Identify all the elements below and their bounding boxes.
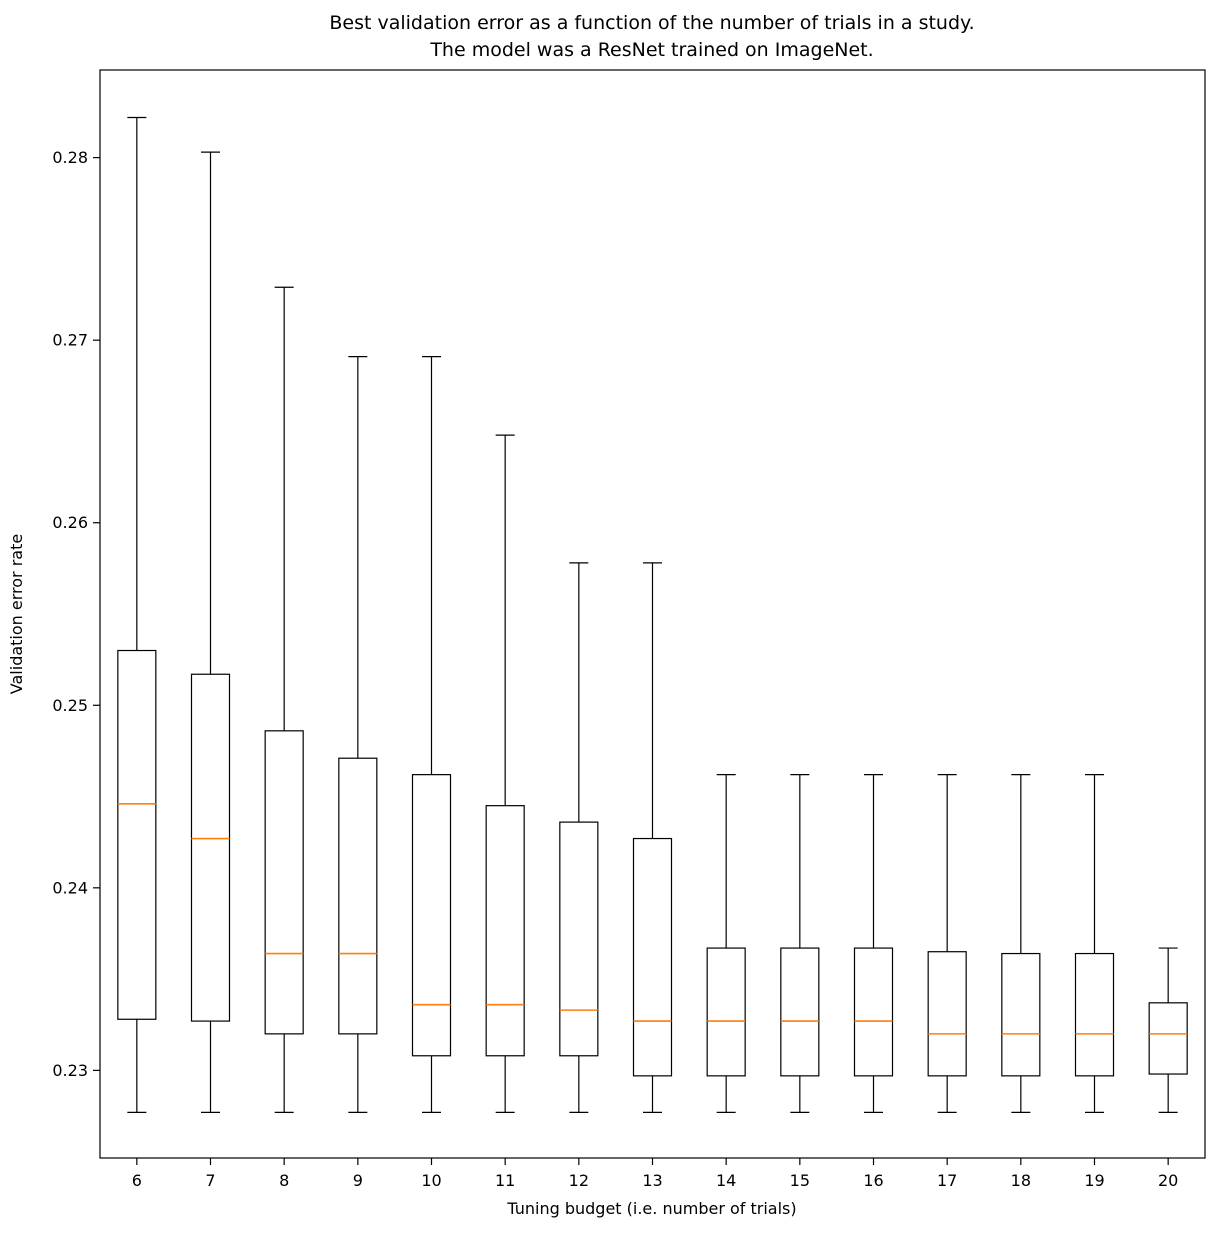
y-tick-label: 0.23 [52,1061,88,1080]
box [485,805,525,1057]
x-tick-label: 11 [495,1171,515,1190]
plot-area: 0.23 0.24 0.25 0.26 0.27 0.28 6 7 8 9 10 11 12 13 14 15… [52,69,1206,1190]
box [264,730,304,1035]
y-tick-label: 0.24 [52,878,88,897]
x-tick-label: 14 [716,1171,736,1190]
chart-title-line2: The model was a ResNet trained on ImageN… [429,39,873,61]
box [706,947,746,1077]
box [1148,1002,1188,1075]
chart-title-line1: Best validation error as a function of t… [329,12,974,34]
box [559,821,599,1057]
box [117,649,157,1020]
y-tick-label: 0.27 [52,331,88,350]
box [190,673,231,1022]
box [780,947,820,1077]
x-tick-label: 12 [569,1171,589,1190]
box [632,837,673,1077]
x-tick-label: 19 [1084,1171,1104,1190]
box [411,774,452,1057]
box [338,757,378,1035]
x-tick-label: 16 [863,1171,883,1190]
x-tick-label: 18 [1011,1171,1031,1190]
x-tick-label: 10 [421,1171,441,1190]
box [853,947,894,1077]
x-tick-label: 13 [642,1171,662,1190]
box [1074,952,1115,1077]
x-tick-label: 20 [1158,1171,1178,1190]
box [927,951,967,1077]
x-tick-label: 7 [205,1171,215,1190]
x-axis-label: Tuning budget (i.e. number of trials) [506,1199,796,1218]
y-tick-label: 0.28 [52,148,88,167]
x-tick-label: 17 [937,1171,957,1190]
x-tick-label: 9 [353,1171,363,1190]
x-tick-label: 15 [790,1171,810,1190]
y-axis-label: Validation error rate [7,534,26,694]
x-tick-label: 6 [132,1171,142,1190]
y-tick-label: 0.26 [52,513,88,532]
y-tick-label: 0.25 [52,696,88,715]
x-tick-label: 8 [279,1171,289,1190]
box [1001,952,1041,1077]
